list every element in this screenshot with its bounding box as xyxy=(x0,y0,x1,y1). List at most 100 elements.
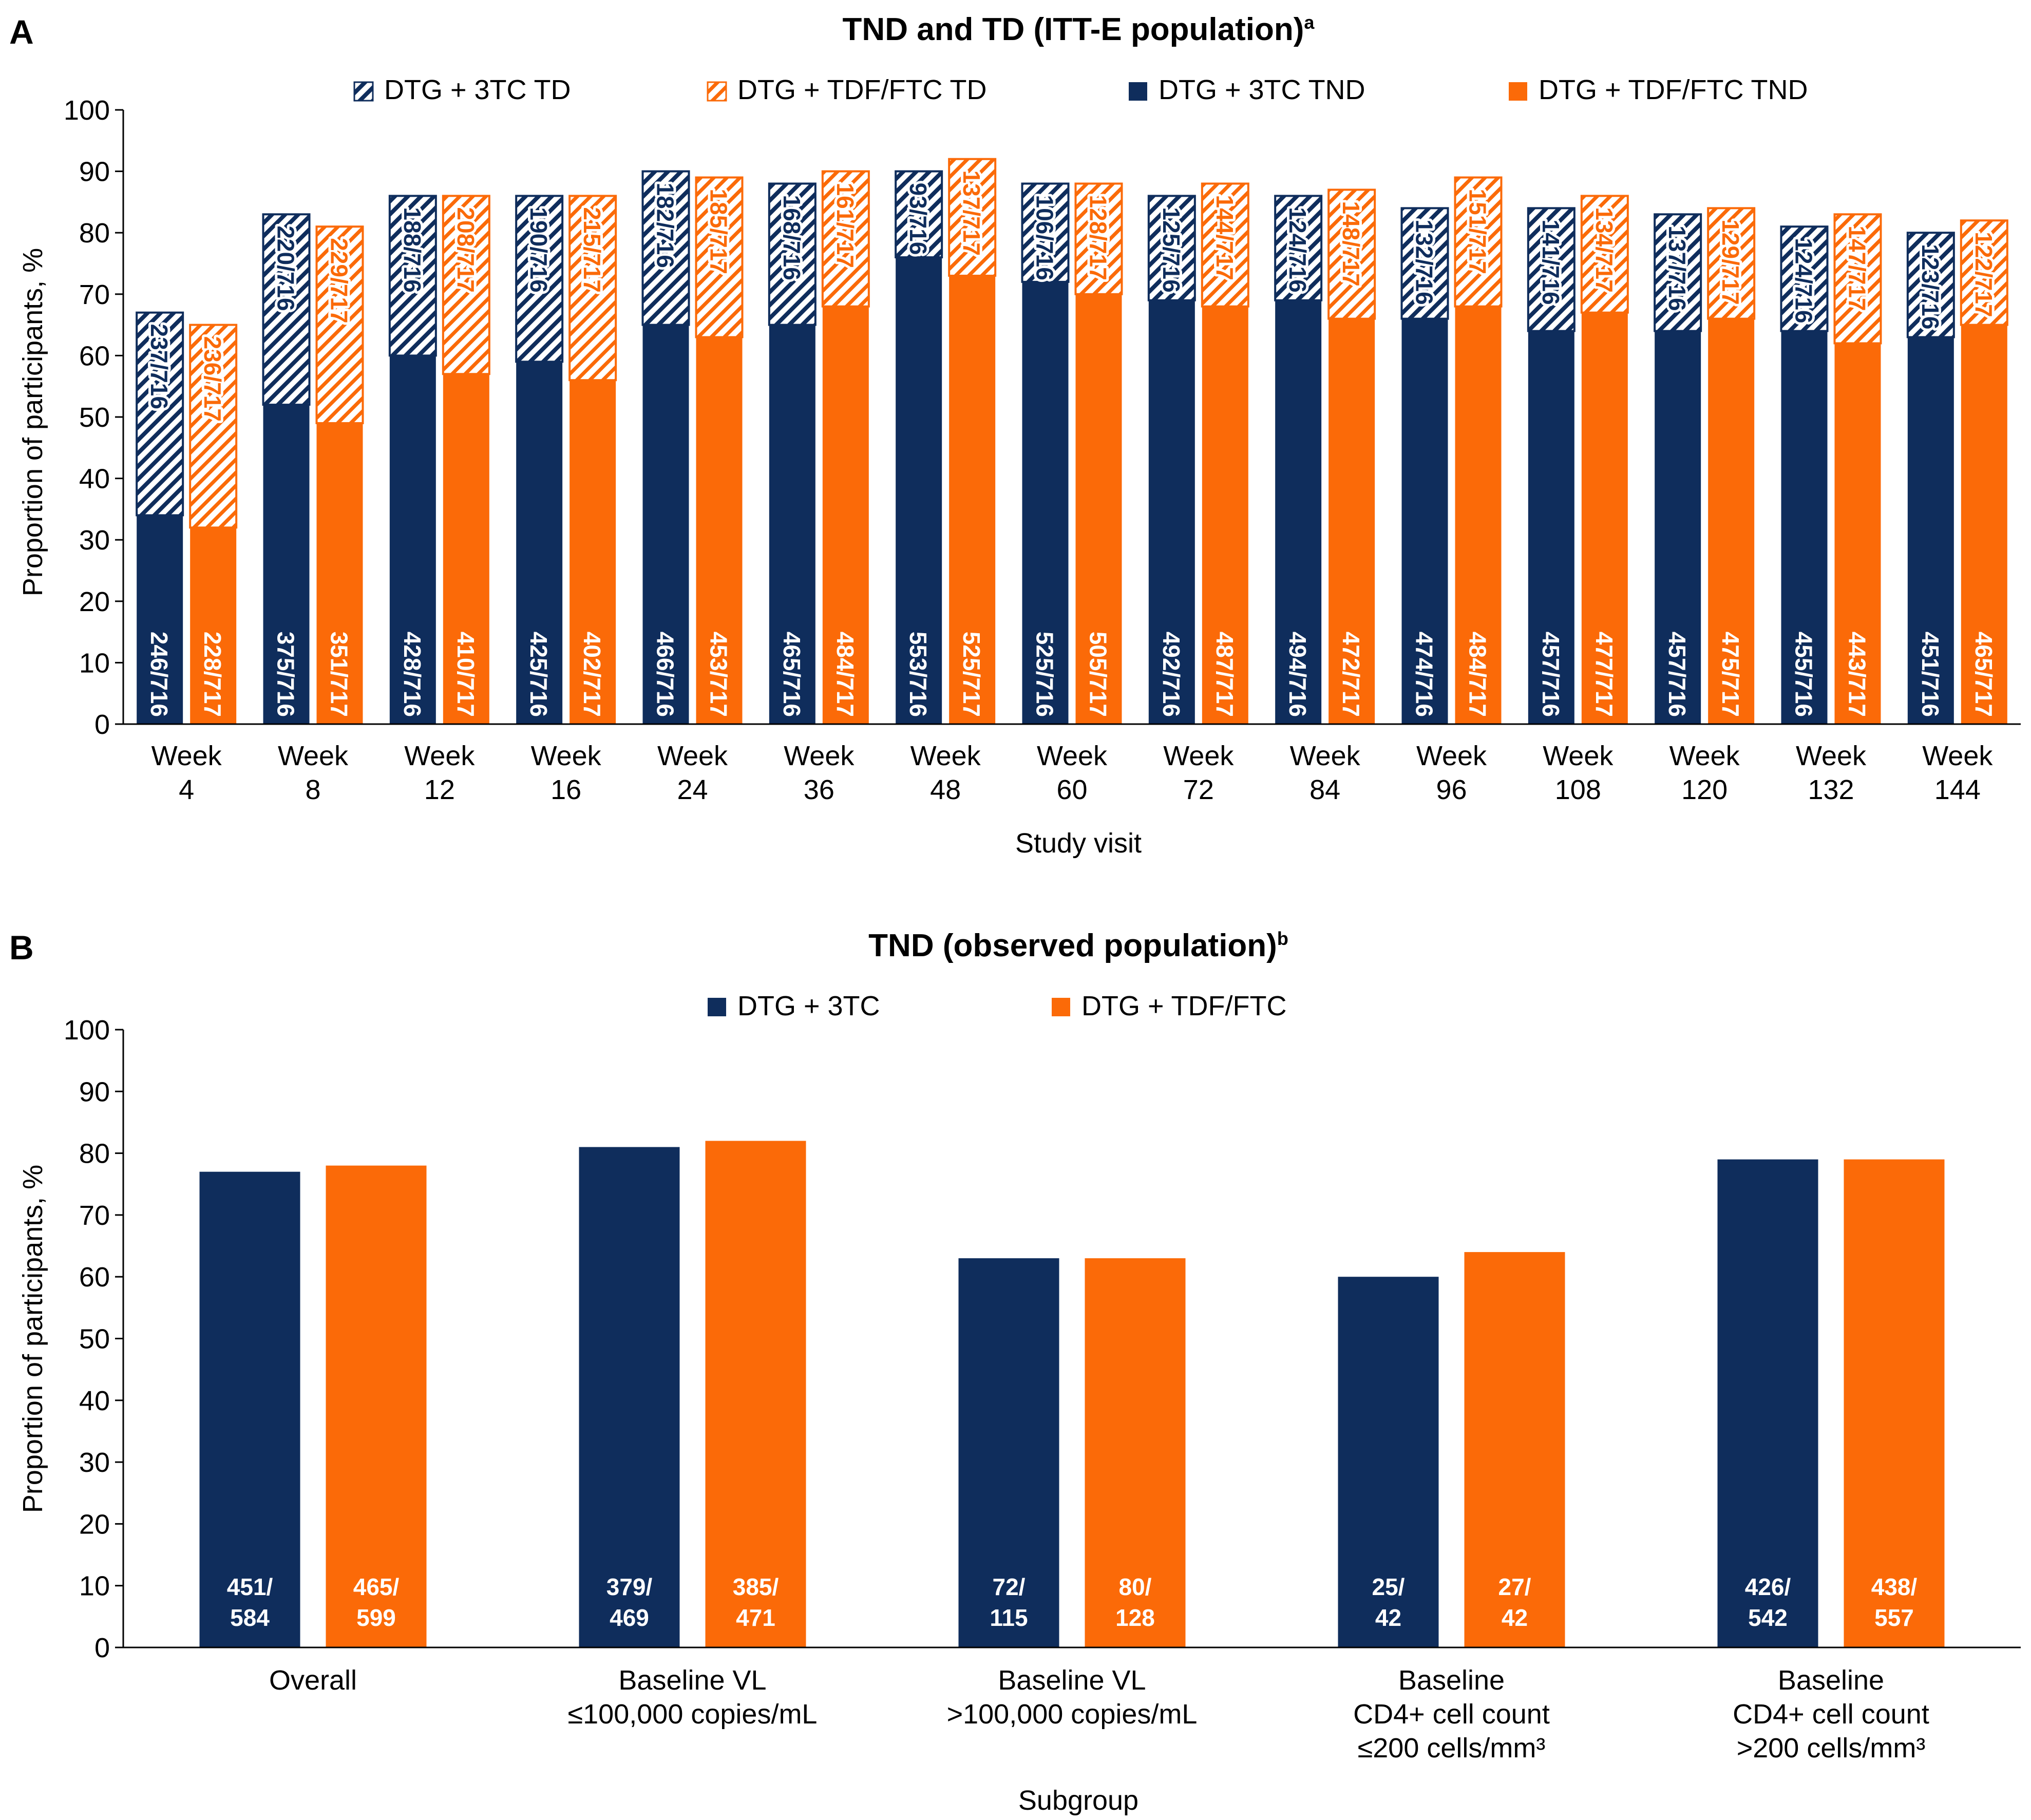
x-category-label-line2: 24 xyxy=(677,774,708,805)
panel-b-y-tick-label: 90 xyxy=(79,1076,110,1107)
tnd-bar-segment xyxy=(1075,294,1122,724)
td-count-label: 229/717 xyxy=(326,238,353,323)
panel-b-bars: 451/584 465/599 379/469 385/471 72/115 80/128… xyxy=(199,1141,1945,1647)
td-bar-segment xyxy=(1074,182,1123,295)
x-category-label-line1: Week xyxy=(1922,741,1993,771)
panel-b-legend: DTG + 3TC DTG + TDF/FTC xyxy=(708,991,1287,1021)
td-count-label: 236/717 xyxy=(199,336,226,422)
subgroup-bar xyxy=(579,1147,680,1647)
td-bar-segment xyxy=(315,225,364,424)
panel-b-title-text: TND (observed population) xyxy=(868,928,1277,963)
x-category-label-line: Baseline VL xyxy=(998,1665,1146,1696)
tnd-count-label: 525/716 xyxy=(1032,632,1058,717)
td-bar-segment xyxy=(641,170,690,326)
panel-a-title: TND and TD (ITT-E population)a xyxy=(843,12,1315,47)
panel-a-y-tick-label: 90 xyxy=(79,157,110,187)
panel-a-y-tick-label: 40 xyxy=(79,464,110,495)
tnd-count-label: 228/717 xyxy=(199,632,226,717)
legend-swatch-tdf-td xyxy=(707,81,727,102)
tnd-count-label: 474/716 xyxy=(1411,632,1438,717)
td-bar-segment xyxy=(1327,188,1376,320)
panel-b-y-axis: 0 10 20 30 40 50 60 70 80 90 100 xyxy=(64,1015,124,1663)
x-category-label-line1: Week xyxy=(1163,741,1234,771)
count-label-denominator: 557 xyxy=(1874,1604,1914,1631)
subgroup-bar xyxy=(199,1171,300,1647)
count-label-numerator: 27/ xyxy=(1498,1573,1531,1600)
tnd-bar-segment xyxy=(949,275,996,724)
x-category-label-line2: 8 xyxy=(305,774,320,805)
x-category-label-line1: Week xyxy=(278,741,349,771)
td-bar-segment xyxy=(1580,195,1629,314)
tnd-bar-segment xyxy=(1455,306,1502,724)
tnd-count-label: 410/717 xyxy=(452,632,479,717)
x-category-label-line2: 96 xyxy=(1436,774,1467,805)
td-count-label: 190/716 xyxy=(525,207,552,292)
panel-a-y-axis: 0 10 20 30 40 50 60 70 80 90 100 xyxy=(64,95,124,740)
panel-b-y-tick-label: 60 xyxy=(79,1262,110,1293)
td-bar-segment xyxy=(262,213,311,406)
td-bar-segment xyxy=(1454,176,1503,308)
tnd-bar-segment xyxy=(1907,337,1954,724)
tnd-count-label: 484/717 xyxy=(832,632,859,717)
legend-label-3tc-tnd: DTG + 3TC TND xyxy=(1159,74,1365,105)
tnd-bar-segment xyxy=(1022,281,1069,724)
subgroup-bar xyxy=(326,1165,427,1647)
tnd-count-label: 484/717 xyxy=(1465,632,1491,717)
td-count-label: 147/717 xyxy=(1844,225,1871,311)
td-bar-segment xyxy=(1021,182,1070,283)
td-bar-segment xyxy=(136,311,184,517)
td-bar-segment xyxy=(388,195,437,357)
tnd-count-label: 351/717 xyxy=(326,632,353,717)
legend-label-3tc: DTG + 3TC xyxy=(737,991,880,1021)
td-count-label: 188/716 xyxy=(399,207,426,292)
x-category-label-line: ≤200 cells/mm³ xyxy=(1358,1733,1546,1764)
td-bar-segment xyxy=(1960,219,2008,326)
subgroup-bar xyxy=(1464,1252,1565,1647)
subgroup-bar xyxy=(705,1141,806,1647)
tnd-count-label: 465/716 xyxy=(779,632,805,717)
x-category-label-line2: 60 xyxy=(1056,774,1087,805)
count-label-numerator: 72/ xyxy=(993,1573,1026,1600)
tnd-count-label: 428/716 xyxy=(399,632,426,717)
td-bar-segment xyxy=(1147,195,1196,301)
panel-a-y-axis-title: Proportion of participants, % xyxy=(17,248,48,596)
x-category-label-line: Overall xyxy=(269,1665,357,1696)
td-count-label: 128/717 xyxy=(1085,195,1112,280)
td-count-label: 141/716 xyxy=(1538,219,1564,305)
td-count-label: 134/717 xyxy=(1591,207,1618,292)
tnd-bar-segment xyxy=(570,380,616,724)
x-category-label-line1: Week xyxy=(1416,741,1487,771)
panel-a-y-tick-label: 30 xyxy=(79,525,110,556)
tnd-count-label: 553/716 xyxy=(905,632,932,717)
legend-swatch-3tc-td xyxy=(353,81,374,102)
panel-b-title: TND (observed population)b xyxy=(868,928,1288,963)
x-category-label-line1: Week xyxy=(1543,741,1614,771)
legend-swatch-tdf xyxy=(1052,998,1070,1016)
td-bar-segment xyxy=(695,176,744,338)
x-category-label-line1: Week xyxy=(910,741,981,771)
td-bar-segment xyxy=(821,170,870,308)
x-category-label-line2: 84 xyxy=(1309,774,1340,805)
tnd-bar-segment xyxy=(822,306,869,724)
td-bar-segment xyxy=(442,195,490,375)
tnd-count-label: 472/717 xyxy=(1338,632,1364,717)
subgroup-bar xyxy=(1085,1258,1186,1647)
panel-a-y-tick-label: 70 xyxy=(79,279,110,310)
td-bar-segment xyxy=(768,182,817,326)
tnd-count-label: 525/717 xyxy=(958,632,985,717)
tnd-bar-segment xyxy=(696,337,743,724)
tnd-bar-segment xyxy=(190,527,237,724)
x-category-label-line: Baseline xyxy=(1778,1665,1884,1696)
count-label-denominator: 115 xyxy=(990,1604,1028,1631)
x-category-label-line2: 12 xyxy=(424,774,455,805)
panel-a-y-tick-label: 20 xyxy=(79,586,110,617)
count-label-denominator: 469 xyxy=(610,1604,649,1631)
legend-swatch-3tc xyxy=(708,998,726,1016)
tnd-bar-segment xyxy=(769,325,815,724)
x-category-label-line1: Week xyxy=(1796,741,1867,771)
tnd-bar-segment xyxy=(516,362,563,724)
x-category-label-line1: Week xyxy=(657,741,728,771)
subgroup-bar xyxy=(958,1258,1059,1647)
x-category-label-line: ≤100,000 copies/mL xyxy=(568,1699,818,1730)
panel-b-y-tick-label: 20 xyxy=(79,1509,110,1540)
